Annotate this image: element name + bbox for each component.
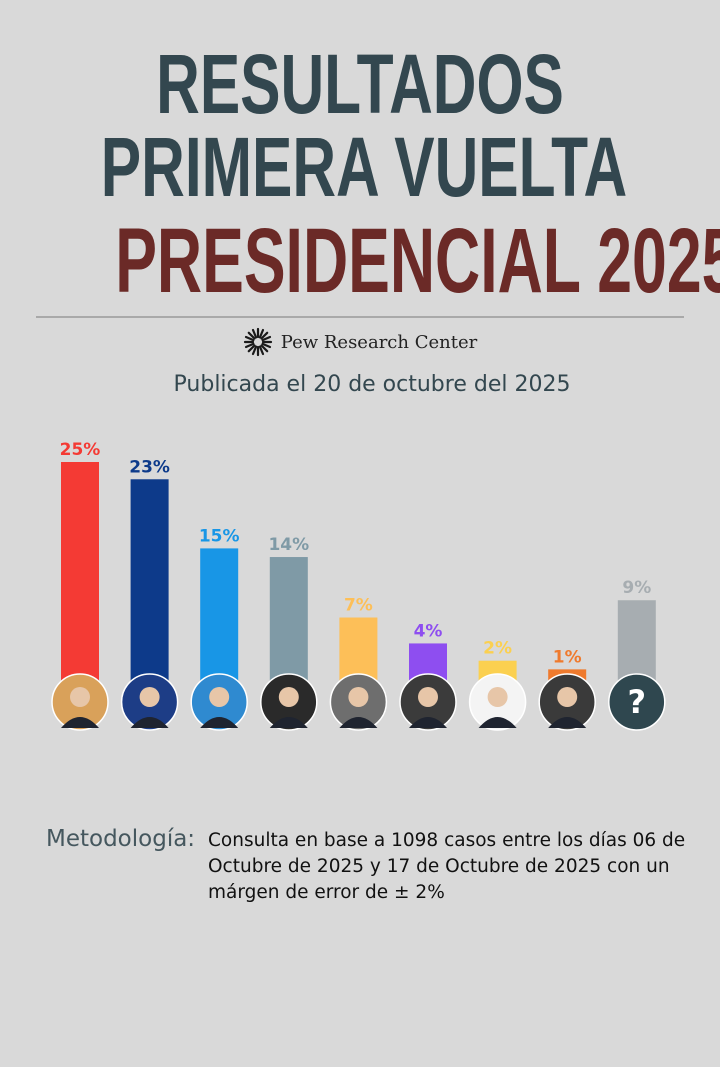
face-shape [557,687,578,707]
source-name: Pew Research Center [280,331,478,353]
title-line-1: RESULTADOS [156,37,564,131]
candidate-avatar [120,673,179,731]
bar-label: 25% [60,440,101,460]
candidate-avatar [51,673,109,731]
candidate-avatar [538,673,596,731]
divider [36,316,684,318]
candidate-avatar [260,673,318,731]
face-shape [348,687,369,707]
subtitle: Publicada el 20 de octubre del 2025 [173,372,571,397]
face-shape [487,687,508,707]
pew-starburst-icon [243,327,272,357]
shoulders-shape [61,717,99,728]
candidate-avatar [329,673,388,731]
source-credit: Pew Research Center [0,327,720,357]
bar-label: 15% [199,526,240,546]
bar-label: 14% [268,535,309,555]
bar-chart: 25% 23% 15% 14% 7% 4% 2% 1% 9%? [51,440,666,731]
bar-candidato-2 [130,479,169,688]
shoulders-shape [130,717,169,728]
candidate-avatar [190,673,248,731]
methodology-text: Consulta en base a 1098 casos entre los … [208,830,686,903]
shoulders-shape [548,717,587,728]
candidate-avatar [399,673,457,731]
shoulders-shape [269,717,308,728]
shoulders-shape [200,717,239,728]
face-shape [70,687,90,707]
candidate-avatar: ? [608,673,666,731]
bar-label: 7% [344,596,373,616]
candidate-avatar [468,673,527,731]
face-shape [209,687,230,707]
face-shape [278,687,299,707]
title-line-3: PRESIDENCIAL 2025 [115,210,720,312]
bar-candidato-3 [200,548,239,688]
bar-label: 2% [483,639,512,659]
face-shape [418,687,438,707]
methodology-label: Metodología: [46,826,196,852]
unknown-mark: ? [628,683,647,721]
bar-label: 23% [129,457,170,477]
bar-label: 4% [414,621,443,641]
title-line-2: PRIMERA VUELTA [100,120,628,214]
shoulders-shape [478,717,517,728]
bar-candidato-1 [61,462,99,688]
face-shape [139,687,160,707]
bar-label: 1% [553,647,582,667]
shoulders-shape [409,717,447,728]
bar-candidato-4 [269,557,308,688]
bar-label: 9% [622,578,651,598]
shoulders-shape [339,717,378,728]
